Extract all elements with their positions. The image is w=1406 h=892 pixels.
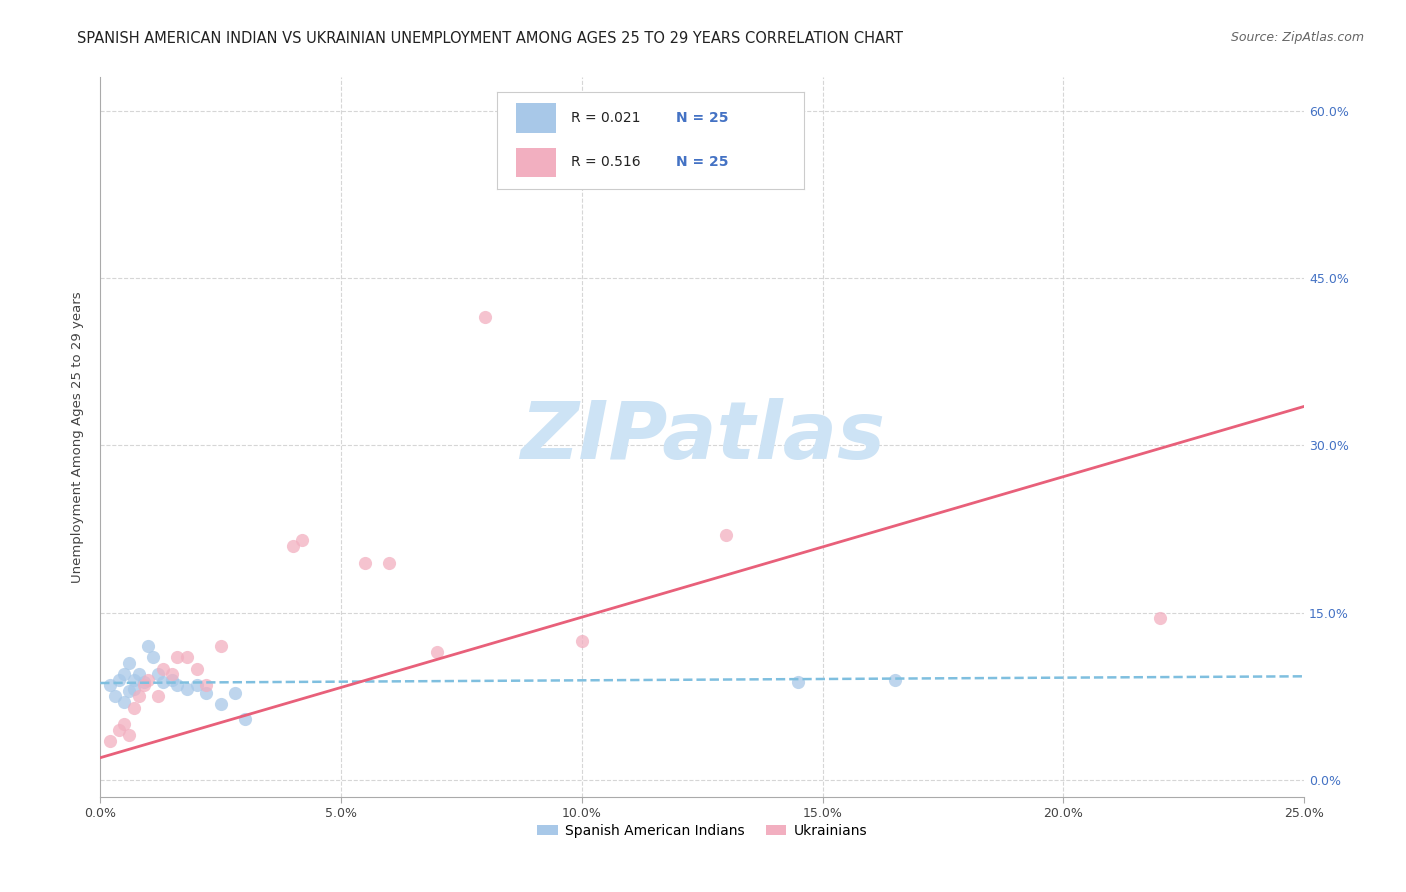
Point: [138, 639, 160, 653]
Point: [291, 533, 314, 548]
Point: [112, 717, 135, 731]
Point: [354, 556, 377, 570]
Point: [378, 556, 401, 570]
Point: [122, 681, 145, 696]
Point: [1149, 611, 1171, 625]
Point: [108, 723, 131, 737]
Text: SPANISH AMERICAN INDIAN VS UKRAINIAN UNEMPLOYMENT AMONG AGES 25 TO 29 YEARS CORR: SPANISH AMERICAN INDIAN VS UKRAINIAN UNE…: [77, 31, 903, 46]
Point: [166, 678, 188, 692]
Legend: Spanish American Indians, Ukrainians: Spanish American Indians, Ukrainians: [531, 819, 873, 844]
Point: [104, 690, 127, 704]
Point: [883, 673, 905, 687]
Point: [186, 661, 208, 675]
Point: [224, 686, 246, 700]
Point: [118, 656, 141, 670]
Point: [132, 678, 155, 692]
Point: [122, 673, 145, 687]
Point: [142, 650, 165, 665]
Point: [128, 690, 150, 704]
Point: [162, 673, 184, 687]
Point: [426, 645, 449, 659]
Point: [233, 712, 256, 726]
Point: [98, 734, 121, 748]
Point: [152, 661, 174, 675]
Point: [98, 678, 121, 692]
Point: [118, 683, 141, 698]
Point: [195, 678, 218, 692]
Text: ZIPatlas: ZIPatlas: [520, 398, 884, 476]
Point: [195, 686, 218, 700]
Point: [162, 667, 184, 681]
Point: [128, 667, 150, 681]
Point: [118, 728, 141, 742]
Point: [209, 697, 232, 711]
Point: [122, 700, 145, 714]
Point: [716, 527, 738, 541]
Point: [176, 681, 198, 696]
Point: [176, 650, 198, 665]
Point: [112, 667, 135, 681]
Point: [474, 310, 496, 325]
Point: [152, 674, 174, 689]
Point: [146, 690, 169, 704]
Point: [112, 695, 135, 709]
Point: [132, 674, 155, 689]
Point: [787, 674, 810, 689]
Point: [146, 667, 169, 681]
Point: [108, 673, 131, 687]
Point: [571, 633, 593, 648]
Point: [281, 539, 304, 553]
Y-axis label: Unemployment Among Ages 25 to 29 years: Unemployment Among Ages 25 to 29 years: [72, 292, 84, 582]
Point: [166, 650, 188, 665]
Text: Source: ZipAtlas.com: Source: ZipAtlas.com: [1230, 31, 1364, 45]
Point: [209, 639, 232, 653]
Point: [138, 673, 160, 687]
Point: [186, 678, 208, 692]
